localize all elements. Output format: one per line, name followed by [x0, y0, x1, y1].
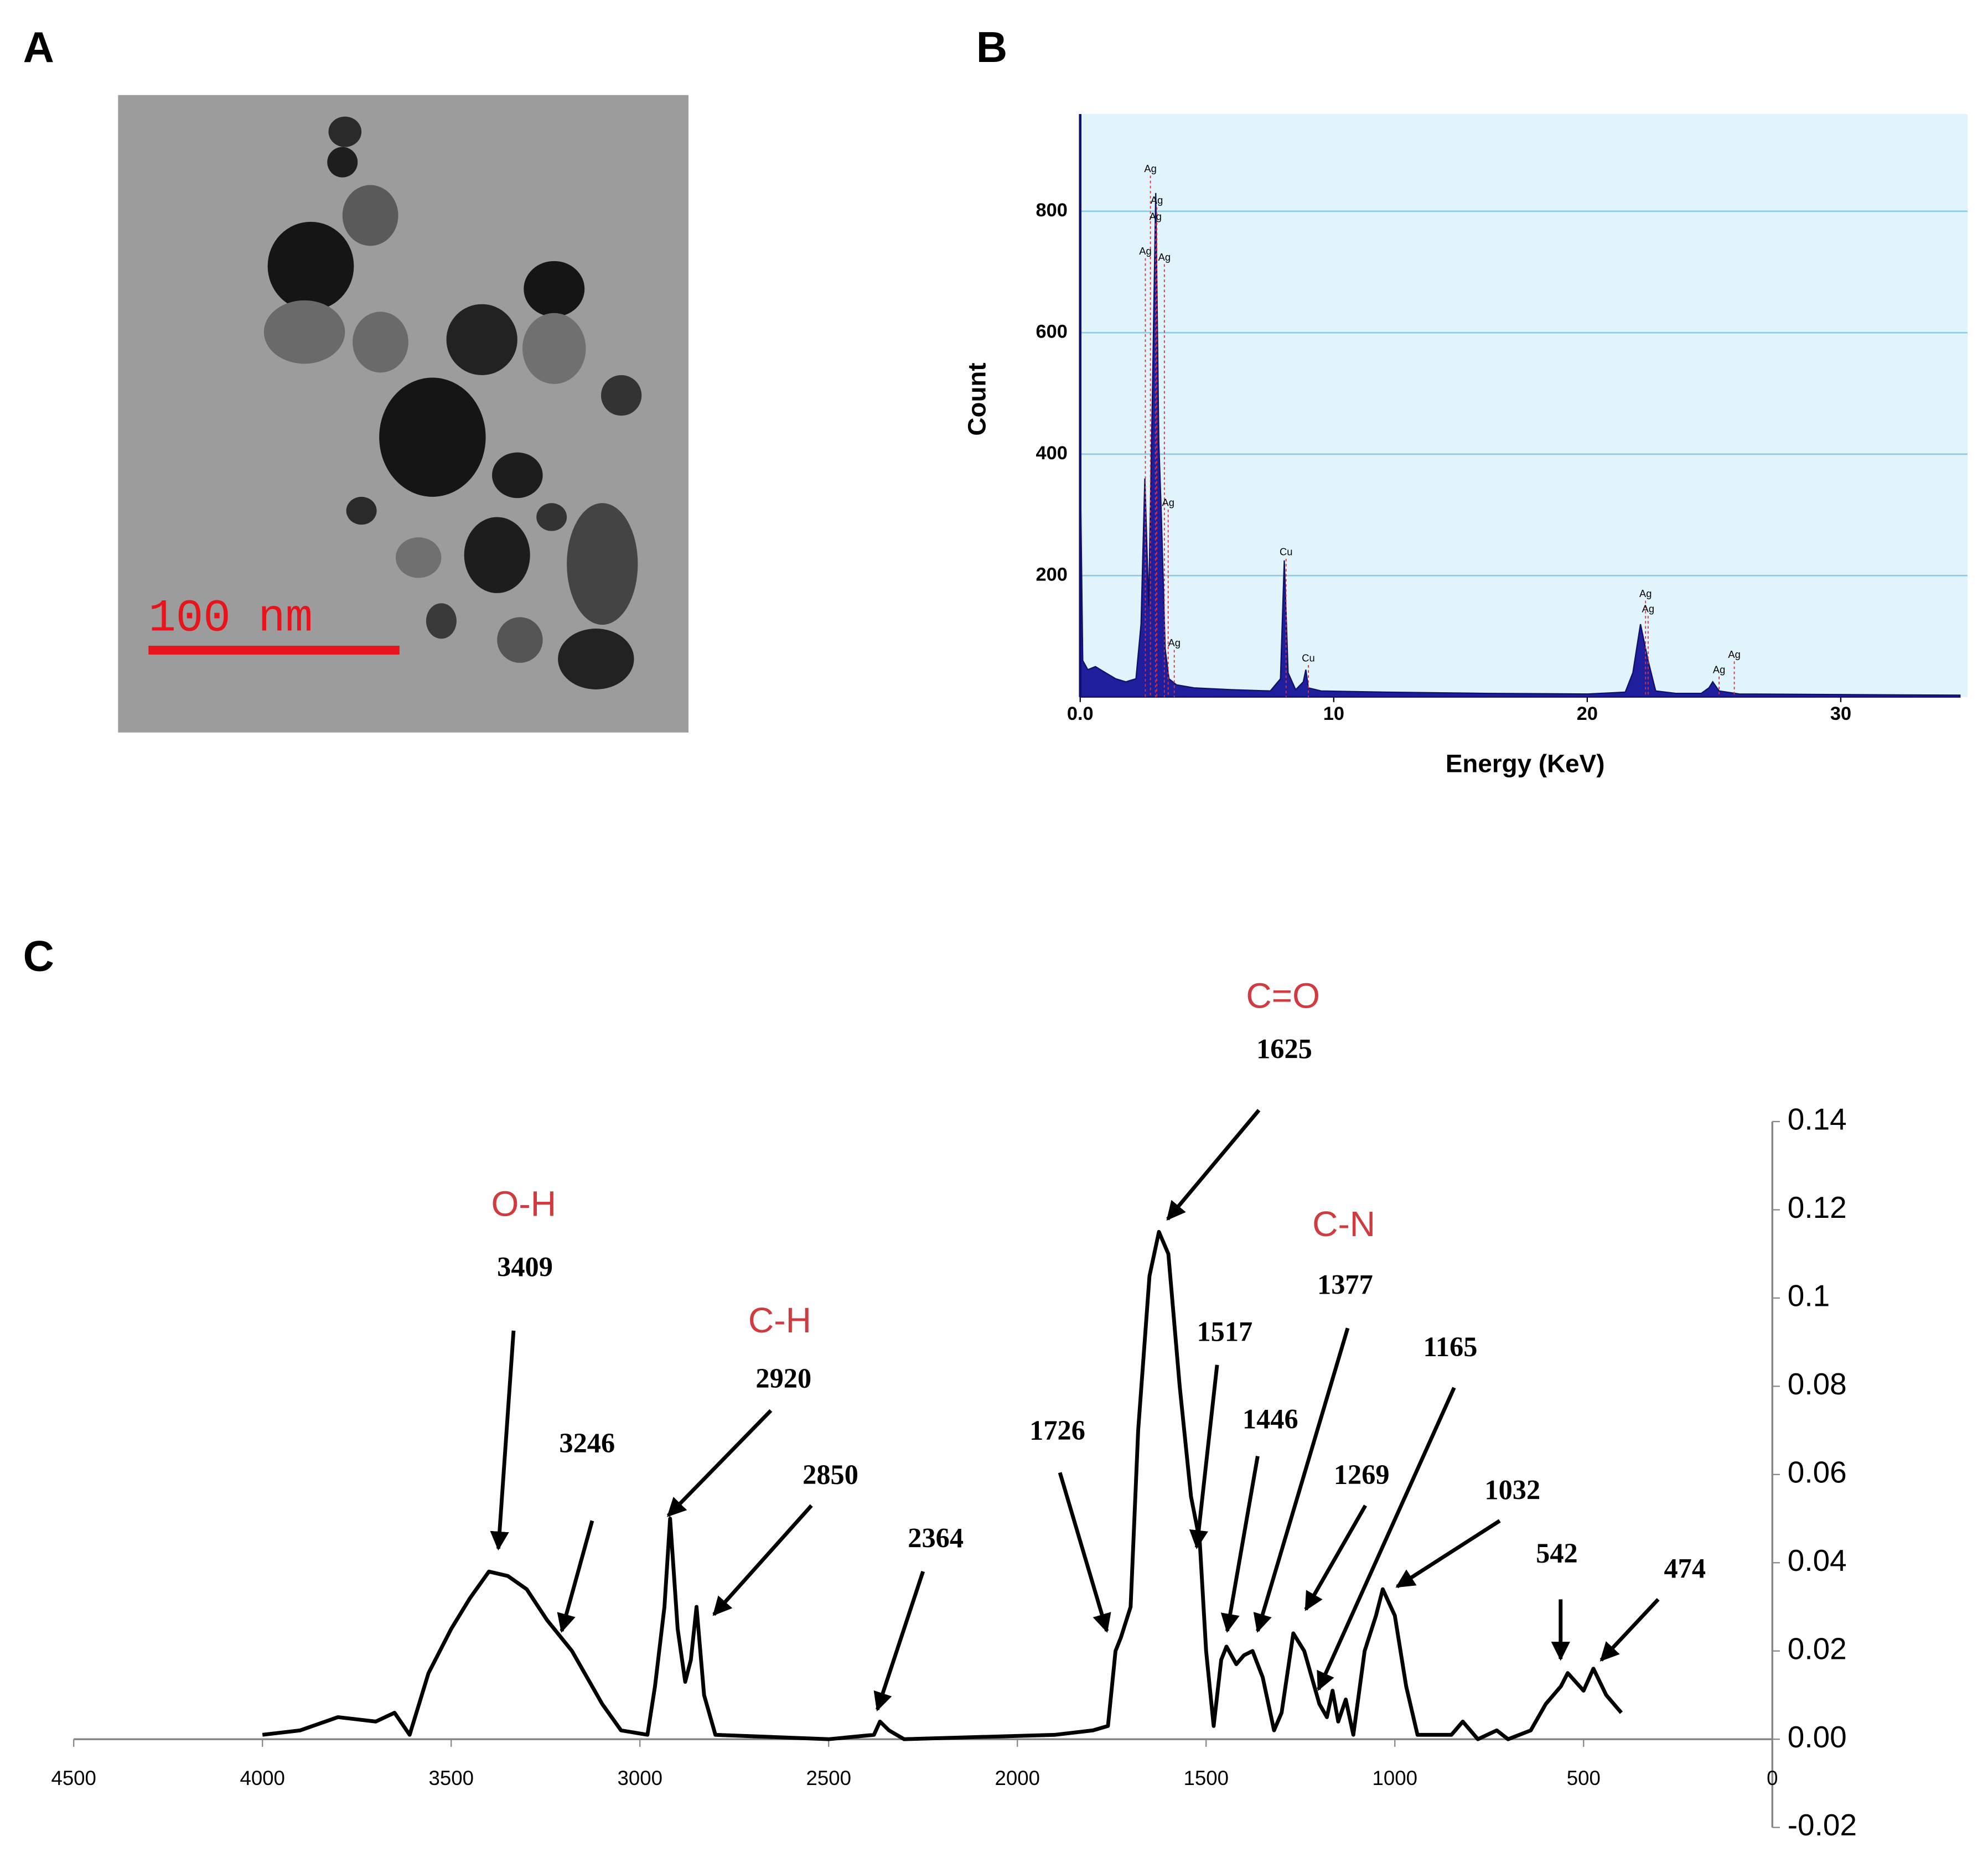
panel-label: C: [23, 932, 54, 980]
peak-label: 1517: [1197, 1316, 1252, 1347]
scale-bar-label: 100 nm: [148, 592, 313, 644]
x-tick-label: 500: [1567, 1767, 1601, 1789]
peak-label: Ag: [1642, 603, 1654, 615]
peak-label: 3246: [559, 1428, 615, 1459]
plot-background: [1080, 114, 1968, 697]
group-label: C-N: [1312, 1204, 1375, 1244]
peak-label: 1446: [1242, 1403, 1298, 1434]
peak-label: Ag: [1139, 245, 1151, 257]
x-tick-label: 0: [1767, 1767, 1778, 1789]
arrow: [1395, 1519, 1501, 1589]
peak-label: 474: [1664, 1553, 1706, 1584]
y-tick-label: 0.06: [1788, 1455, 1847, 1489]
peak-label: 2920: [755, 1363, 811, 1394]
peak-label: 1165: [1423, 1331, 1478, 1362]
arrow: [1189, 1364, 1219, 1549]
x-tick-label: 20: [1577, 703, 1598, 724]
arrow: [1166, 1109, 1261, 1221]
panel-label: B: [976, 23, 1007, 71]
peak-label: Ag: [1151, 194, 1163, 206]
arrow: [1304, 1504, 1368, 1611]
peak-label: 1032: [1484, 1475, 1540, 1506]
arrow: [1599, 1598, 1660, 1662]
peak-label: Ag: [1144, 163, 1156, 174]
peak-label: 1726: [1029, 1415, 1085, 1446]
y-tick-label: 0.1: [1788, 1278, 1830, 1312]
y-tick-label: 0.00: [1788, 1720, 1847, 1754]
group-label: C=O: [1246, 976, 1320, 1016]
arrow: [1058, 1472, 1111, 1633]
x-tick-label: 4500: [51, 1767, 96, 1789]
peak-label: Cu: [1302, 652, 1314, 663]
micrograph: 100 nm: [118, 95, 689, 733]
y-tick-label: -0.02: [1788, 1808, 1857, 1842]
peak-label: 2850: [803, 1459, 858, 1490]
arrow: [1317, 1387, 1456, 1691]
y-tick-label: 400: [1036, 443, 1068, 464]
peak-label: 1269: [1334, 1459, 1390, 1490]
arrow: [557, 1520, 594, 1633]
peak-label: Ag: [1639, 588, 1652, 599]
group-label: O-H: [491, 1184, 557, 1223]
group-label: C-H: [748, 1300, 811, 1340]
arrow: [873, 1570, 925, 1711]
spectrum-line: [262, 1229, 1623, 1741]
x-tick-label: 3000: [617, 1767, 662, 1789]
x-axis-label: Energy (KeV): [1446, 749, 1605, 777]
arrow: [1253, 1327, 1350, 1633]
y-tick-label: 0.04: [1788, 1543, 1847, 1578]
x-tick-label: 0.0: [1067, 703, 1094, 724]
peak-label: 3409: [497, 1252, 553, 1283]
arrow: [490, 1330, 516, 1551]
x-tick-label: 1000: [1373, 1767, 1417, 1789]
x-tick-label: 10: [1323, 703, 1344, 724]
y-tick-label: 0.14: [1788, 1102, 1847, 1136]
peak-label: 542: [1536, 1538, 1578, 1569]
x-tick-label: 4000: [240, 1767, 284, 1789]
peak-label: Cu: [1280, 546, 1292, 557]
y-tick-label: 0.02: [1788, 1631, 1847, 1665]
arrow: [666, 1409, 773, 1517]
x-tick-label: 2500: [806, 1767, 851, 1789]
x-tick-label: 3500: [428, 1767, 473, 1789]
y-tick-label: 800: [1036, 200, 1068, 221]
peak-label: Ag: [1158, 251, 1171, 263]
y-tick-label: 600: [1036, 321, 1068, 342]
peak-label: Ag: [1713, 663, 1725, 675]
y-tick-label: 200: [1036, 564, 1068, 585]
peak-label: Ag: [1162, 496, 1174, 508]
peak-label: Ag: [1728, 648, 1740, 660]
x-tick-label: 30: [1830, 703, 1851, 724]
arrow: [1220, 1456, 1260, 1633]
y-tick-label: 0.12: [1788, 1190, 1847, 1224]
y-tick-label: 0.08: [1788, 1367, 1847, 1401]
arrow: [712, 1504, 813, 1616]
peak-label: Ag: [1168, 637, 1180, 648]
peak-label: 2364: [908, 1523, 964, 1554]
x-tick-label: 1500: [1184, 1767, 1229, 1789]
y-axis-label: Count: [963, 362, 991, 435]
peak-label: Ag: [1150, 211, 1162, 222]
peak-label: 1377: [1317, 1269, 1373, 1300]
x-tick-label: 2000: [995, 1767, 1040, 1789]
peak-label: 1625: [1256, 1034, 1312, 1065]
panel-label: A: [23, 23, 54, 71]
